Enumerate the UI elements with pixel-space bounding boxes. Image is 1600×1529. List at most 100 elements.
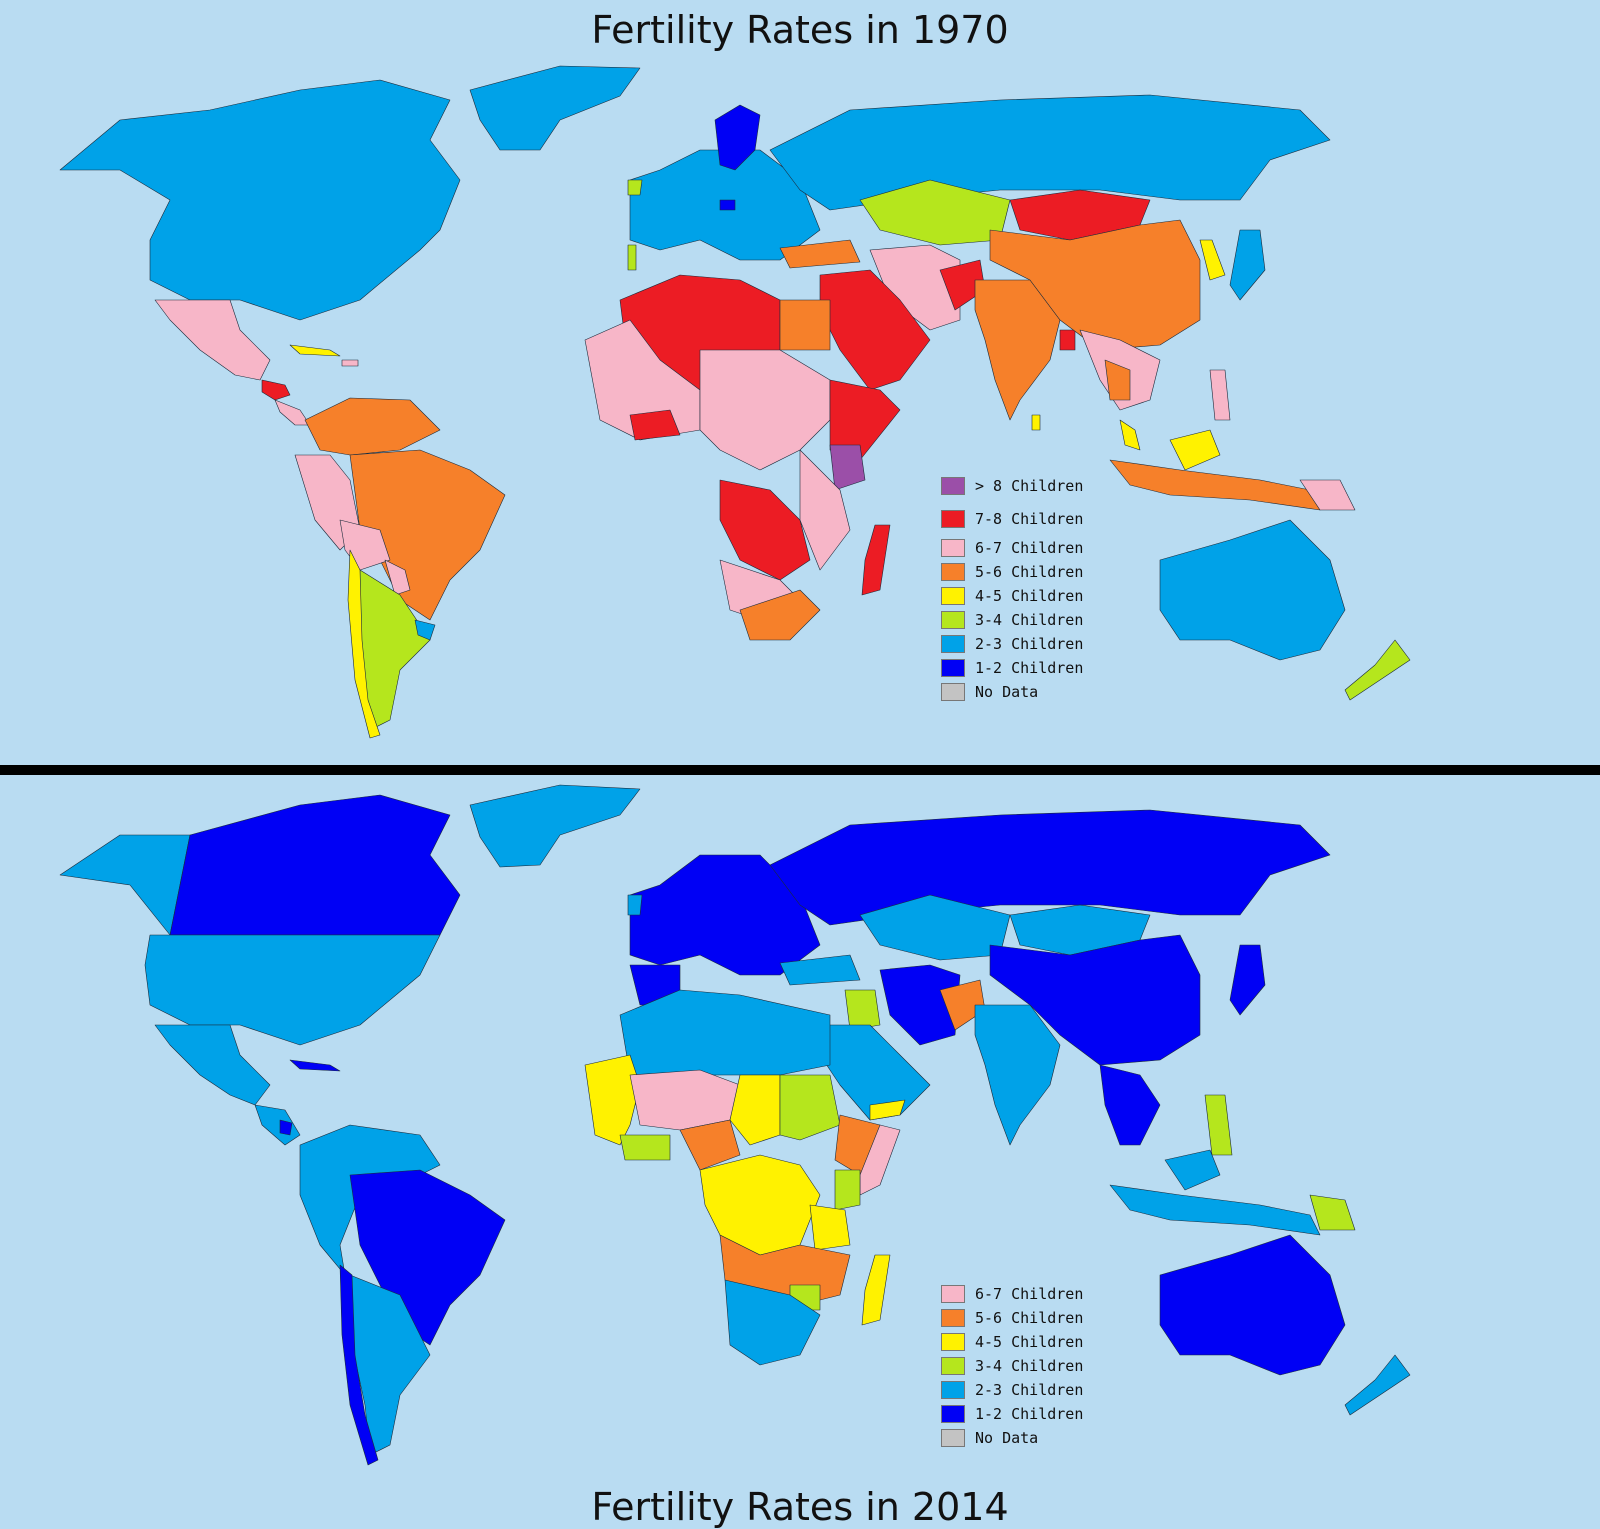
region-madagascar: [861, 524, 891, 596]
map-panel-2014: Fertility Rates in 2014 6-7 Children 5-6…: [0, 775, 1600, 1529]
legend-swatch: [941, 1333, 965, 1351]
legend-label: 3-4 Children: [975, 611, 1084, 629]
legend-label: No Data: [975, 1429, 1039, 1447]
legend-swatch: [941, 510, 965, 528]
region-somalia: [859, 1124, 901, 1196]
panel-divider: [0, 765, 1600, 775]
region-scandinavia: [714, 104, 761, 171]
legend-swatch: [941, 611, 965, 629]
legend-swatch: [941, 477, 965, 495]
legend-label: 4-5 Children: [975, 587, 1084, 605]
legend-swatch: [941, 539, 965, 557]
legend-swatch: [941, 659, 965, 677]
region-gulf-guinea: [629, 409, 681, 441]
region-chile: [339, 1264, 379, 1466]
legend-swatch: [941, 1405, 965, 1423]
region-cuba: [289, 344, 341, 357]
region-central-america: [261, 379, 291, 401]
legend-1970: > 8 Children 7-8 Children 6-7 Children 5…: [941, 477, 1141, 707]
region-png: [1299, 479, 1356, 511]
region-borneo: [1169, 429, 1221, 471]
legend-label: No Data: [975, 683, 1039, 701]
region-portugal: [627, 244, 637, 271]
region-philippines: [1209, 369, 1231, 421]
region-ireland: [627, 179, 643, 196]
region-bangladesh: [1059, 329, 1076, 351]
region-paraguay: [384, 559, 411, 596]
legend-swatch: [941, 1381, 965, 1399]
region-borneo: [1164, 1149, 1221, 1191]
region-north-africa: [619, 989, 831, 1086]
region-greenland: [469, 784, 641, 868]
region-czech: [719, 199, 736, 211]
region-mexico: [154, 299, 271, 381]
region-iraq-syria: [844, 989, 881, 1031]
region-china: [989, 219, 1201, 351]
legend-swatch: [941, 563, 965, 581]
legend-swatch: [941, 683, 965, 701]
region-central-africa: [699, 1154, 821, 1256]
region-coast: [619, 1134, 671, 1161]
region-thailand: [1104, 359, 1131, 401]
region-korea: [1199, 239, 1226, 281]
region-philippines: [1204, 1094, 1233, 1156]
legend-label: 3-4 Children: [975, 1357, 1084, 1375]
region-china: [989, 934, 1201, 1066]
legend-label: > 8 Children: [975, 477, 1084, 495]
map-title-1970: Fertility Rates in 1970: [591, 8, 1009, 52]
legend-label: 7-8 Children: [975, 510, 1084, 528]
legend-swatch: [941, 587, 965, 605]
region-indochina: [1099, 1064, 1161, 1146]
region-usa: [144, 934, 441, 1046]
region-costa-rica: [279, 1119, 293, 1136]
region-japan: [1229, 229, 1266, 301]
region-uruguay: [414, 619, 436, 641]
region-indonesia: [1109, 1184, 1321, 1236]
region-congo: [719, 479, 811, 581]
region-indonesia: [1109, 459, 1321, 511]
region-malaysia: [1119, 419, 1141, 451]
region-madagascar: [861, 1254, 891, 1326]
region-southern-africa: [724, 1279, 821, 1366]
region-central-africa: [699, 349, 831, 471]
region-europe: [629, 854, 821, 976]
region-kenya: [834, 1169, 861, 1211]
region-png: [1309, 1194, 1356, 1231]
legend-label: 6-7 Children: [975, 1285, 1084, 1303]
region-kenya: [829, 444, 866, 491]
region-mexico: [154, 1024, 271, 1106]
region-sri-lanka: [1031, 414, 1041, 431]
region-tanzania: [809, 1204, 851, 1251]
region-panama: [274, 399, 311, 426]
legend-swatch: [941, 1285, 965, 1303]
region-new-zealand: [1344, 1354, 1411, 1416]
legend-2014: 6-7 Children 5-6 Children 4-5 Children 3…: [941, 1285, 1141, 1455]
region-canada: [169, 794, 461, 936]
world-map-1970: [59, 65, 1411, 739]
region-greenland: [469, 65, 641, 151]
region-turkey: [779, 239, 861, 269]
region-north-america: [59, 79, 461, 321]
region-alaska: [59, 834, 191, 936]
region-hispaniola: [341, 359, 359, 367]
region-cuba: [289, 1059, 341, 1072]
region-ireland: [627, 894, 643, 916]
world-map-2014: [59, 784, 1411, 1466]
legend-label: 6-7 Children: [975, 539, 1084, 557]
region-russia: [769, 809, 1331, 926]
region-south-africa: [739, 589, 821, 641]
region-russia: [769, 94, 1331, 211]
region-chad: [729, 1074, 781, 1146]
legend-swatch: [941, 635, 965, 653]
legend-label: 5-6 Children: [975, 1309, 1084, 1327]
legend-swatch: [941, 1429, 965, 1447]
region-australia: [1159, 519, 1346, 661]
region-iran: [879, 964, 961, 1046]
region-india: [974, 1004, 1061, 1146]
region-australia: [1159, 1234, 1346, 1376]
region-ethiopia-somalia: [829, 379, 901, 461]
legend-label: 5-6 Children: [975, 563, 1084, 581]
legend-label: 2-3 Children: [975, 635, 1084, 653]
region-central-america: [254, 1104, 301, 1146]
legend-label: 1-2 Children: [975, 1405, 1084, 1423]
